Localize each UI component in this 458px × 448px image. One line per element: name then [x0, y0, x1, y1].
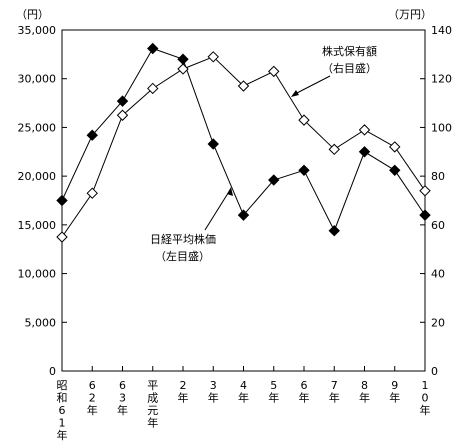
right-tick-label: 20 [431, 316, 445, 329]
x-tick-label: 平成元年 [147, 379, 158, 430]
data-point-nikkei [389, 164, 401, 177]
left-tick-label: 15,000 [18, 219, 57, 232]
series-label-stock-holdings: 株式保有額 [322, 44, 377, 58]
data-point-stock-holdings [86, 187, 98, 199]
right-tick-label: 0 [431, 365, 438, 378]
data-point-nikkei [358, 146, 371, 158]
data-point-stock-holdings [177, 63, 189, 75]
data-point-nikkei [86, 129, 98, 141]
data-point-stock-holdings [268, 65, 280, 78]
data-point-nikkei [298, 164, 310, 177]
data-point-nikkei [207, 138, 219, 150]
left-tick-label: 30,000 [18, 73, 57, 86]
series-line-nikkei [61, 47, 426, 232]
left-tick-label: 35,000 [18, 24, 57, 37]
right-axis-unit: （万円） [388, 8, 432, 21]
right-tick-label: 40 [431, 268, 445, 281]
arrow-stock-holdings [292, 75, 331, 96]
data-point-stock-holdings [237, 80, 250, 92]
data-point-stock-holdings [328, 143, 340, 156]
right-tick-label: 140 [431, 24, 452, 37]
data-point-stock-holdings [207, 51, 219, 63]
data-point-stock-holdings [56, 231, 68, 243]
annotations: （円） （万円） 株式保有額 （右目盛） 日経平均株価 （左目盛） [16, 8, 432, 263]
series-label-stock-holdings-axis: （右目盛） [322, 61, 377, 75]
left-tick-label: 25,000 [18, 121, 57, 134]
right-axis-ticks: 0 20 40 60 80 100 120 140 [420, 24, 452, 378]
left-axis-ticks: 0 5,000 10,000 15,000 20,000 25,000 30,000 35,0… [18, 24, 67, 378]
data-point-nikkei [56, 194, 68, 207]
data-point-nikkei [237, 209, 250, 221]
data-point-stock-holdings [147, 82, 159, 95]
data-point-stock-holdings [116, 109, 129, 121]
data-point-nikkei [177, 53, 189, 65]
arrowhead-stock-holdings [291, 90, 299, 97]
x-axis-labels: 昭和 6 1 年 6 2 年 6 3 年 平成元年 2 年 3 年 4 年 5 年 6 年 7 年 8 年 9 年 1 0 年 [57, 366, 431, 442]
data-point-stock-holdings [389, 141, 401, 153]
data-point-nikkei [328, 224, 340, 237]
series-lines [61, 47, 426, 238]
right-tick-label: 60 [431, 219, 445, 232]
data-point-nikkei [268, 174, 280, 186]
left-tick-label: 10,000 [18, 268, 57, 281]
data-point-nikkei [419, 209, 431, 221]
data-point-stock-holdings [358, 124, 371, 136]
left-tick-label: 0 [49, 365, 56, 378]
series-label-nikkei-axis: （左目盛） [155, 249, 210, 263]
arrow-nikkei [204, 189, 231, 231]
series-markers [56, 42, 431, 243]
right-tick-label: 120 [431, 73, 452, 86]
series-label-nikkei: 日経平均株価 [150, 232, 216, 246]
left-tick-label: 20,000 [18, 170, 57, 183]
data-point-stock-holdings [298, 114, 310, 126]
left-tick-label: 5,000 [25, 316, 57, 329]
data-point-stock-holdings [419, 185, 431, 197]
right-tick-label: 80 [431, 170, 445, 183]
data-point-nikkei [147, 42, 159, 55]
data-point-nikkei [116, 95, 129, 107]
x-tick-label: 昭和 6 1 年 [57, 379, 68, 442]
left-axis-unit: （円） [16, 8, 49, 21]
right-tick-label: 100 [431, 121, 452, 134]
arrowhead-nikkei [227, 187, 233, 196]
